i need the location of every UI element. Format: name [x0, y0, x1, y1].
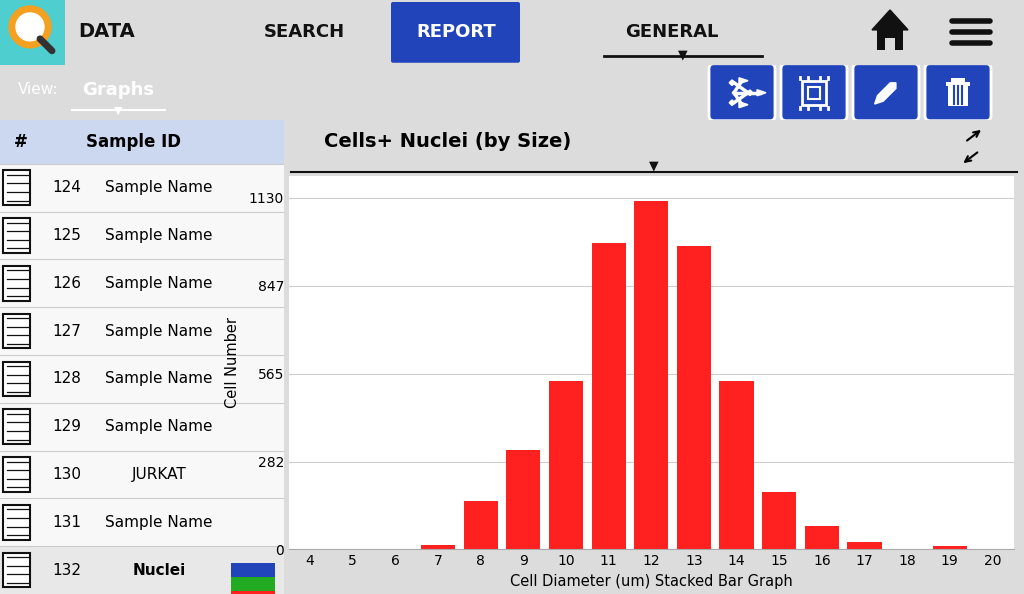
Text: 127: 127 [52, 324, 81, 339]
Bar [464, 501, 498, 549]
Polygon shape [872, 10, 908, 30]
Bar [3, 409, 31, 444]
Bar [231, 563, 275, 577]
Text: #: # [14, 132, 29, 151]
Text: Sample Name: Sample Name [105, 324, 213, 339]
Bar [3, 505, 31, 539]
Polygon shape [739, 78, 748, 84]
Text: REPORT: REPORT [416, 23, 496, 41]
Text: Sample Name: Sample Name [105, 276, 213, 291]
Polygon shape [16, 13, 44, 41]
Polygon shape [757, 90, 766, 96]
Bar [802, 81, 826, 105]
Bar [933, 546, 967, 549]
Bar [0, 546, 284, 594]
Bar [885, 38, 895, 50]
Text: Sample Name: Sample Name [105, 515, 213, 530]
Bar [549, 381, 583, 549]
Text: JURKAT: JURKAT [131, 467, 186, 482]
Polygon shape [9, 6, 51, 48]
Bar [506, 450, 541, 549]
Polygon shape [729, 80, 735, 86]
Bar [231, 591, 275, 594]
Bar [948, 84, 968, 106]
Bar [848, 542, 882, 549]
FancyBboxPatch shape [925, 64, 991, 121]
Bar [3, 362, 31, 396]
Bar [3, 553, 31, 587]
Bar [677, 246, 711, 549]
Text: Graphs: Graphs [82, 81, 154, 99]
Polygon shape [729, 100, 735, 106]
X-axis label: Cell Diameter (um) Stacked Bar Graph: Cell Diameter (um) Stacked Bar Graph [510, 574, 793, 589]
Bar [877, 28, 903, 50]
Bar [946, 82, 970, 86]
Text: Nuclei: Nuclei [132, 563, 185, 577]
Bar [0, 164, 284, 211]
Text: 132: 132 [52, 563, 81, 577]
Text: GENERAL: GENERAL [626, 23, 719, 41]
Text: 124: 124 [52, 180, 81, 195]
FancyBboxPatch shape [853, 64, 919, 121]
Text: 131: 131 [52, 515, 81, 530]
Text: 130: 130 [52, 467, 81, 482]
Bar [951, 78, 965, 82]
Bar [0, 451, 284, 498]
Bar [421, 545, 455, 549]
Bar [3, 457, 31, 492]
Text: ▼: ▼ [678, 49, 688, 62]
Bar [762, 492, 797, 549]
Text: DATA: DATA [78, 23, 135, 42]
Bar [231, 577, 275, 591]
Text: ▼: ▼ [649, 159, 658, 172]
Text: ▼: ▼ [114, 106, 122, 116]
Bar [0, 211, 284, 260]
Text: Sample ID: Sample ID [86, 132, 181, 151]
FancyBboxPatch shape [781, 64, 847, 121]
Bar [3, 266, 31, 301]
Bar [805, 526, 839, 549]
Bar [3, 218, 31, 252]
Text: 128: 128 [52, 371, 81, 387]
Bar [592, 243, 626, 549]
Text: SEARCH: SEARCH [263, 23, 344, 41]
Bar [0, 120, 284, 164]
Bar [0, 355, 284, 403]
Bar [0, 260, 284, 307]
Bar [3, 314, 31, 348]
Bar [0, 403, 284, 451]
Bar [0, 307, 284, 355]
Bar [0, 498, 284, 546]
Bar [3, 170, 31, 205]
Bar [720, 381, 754, 549]
Text: Sample Name: Sample Name [105, 419, 213, 434]
Text: Sample Name: Sample Name [105, 228, 213, 243]
Text: 125: 125 [52, 228, 81, 243]
Bar [0, 0, 65, 65]
Text: 129: 129 [52, 419, 81, 434]
Polygon shape [748, 90, 753, 96]
Polygon shape [874, 83, 896, 104]
Text: Sample Name: Sample Name [105, 180, 213, 195]
FancyBboxPatch shape [391, 2, 520, 63]
Text: Cells+ Nuclei (by Size): Cells+ Nuclei (by Size) [325, 132, 571, 151]
Bar [634, 201, 669, 549]
Text: View:: View: [18, 82, 58, 97]
Y-axis label: Cell Number: Cell Number [225, 317, 241, 408]
Polygon shape [739, 102, 748, 108]
Bar [808, 87, 820, 99]
Text: 126: 126 [52, 276, 81, 291]
Text: Sample Name: Sample Name [105, 371, 213, 387]
FancyBboxPatch shape [709, 64, 775, 121]
